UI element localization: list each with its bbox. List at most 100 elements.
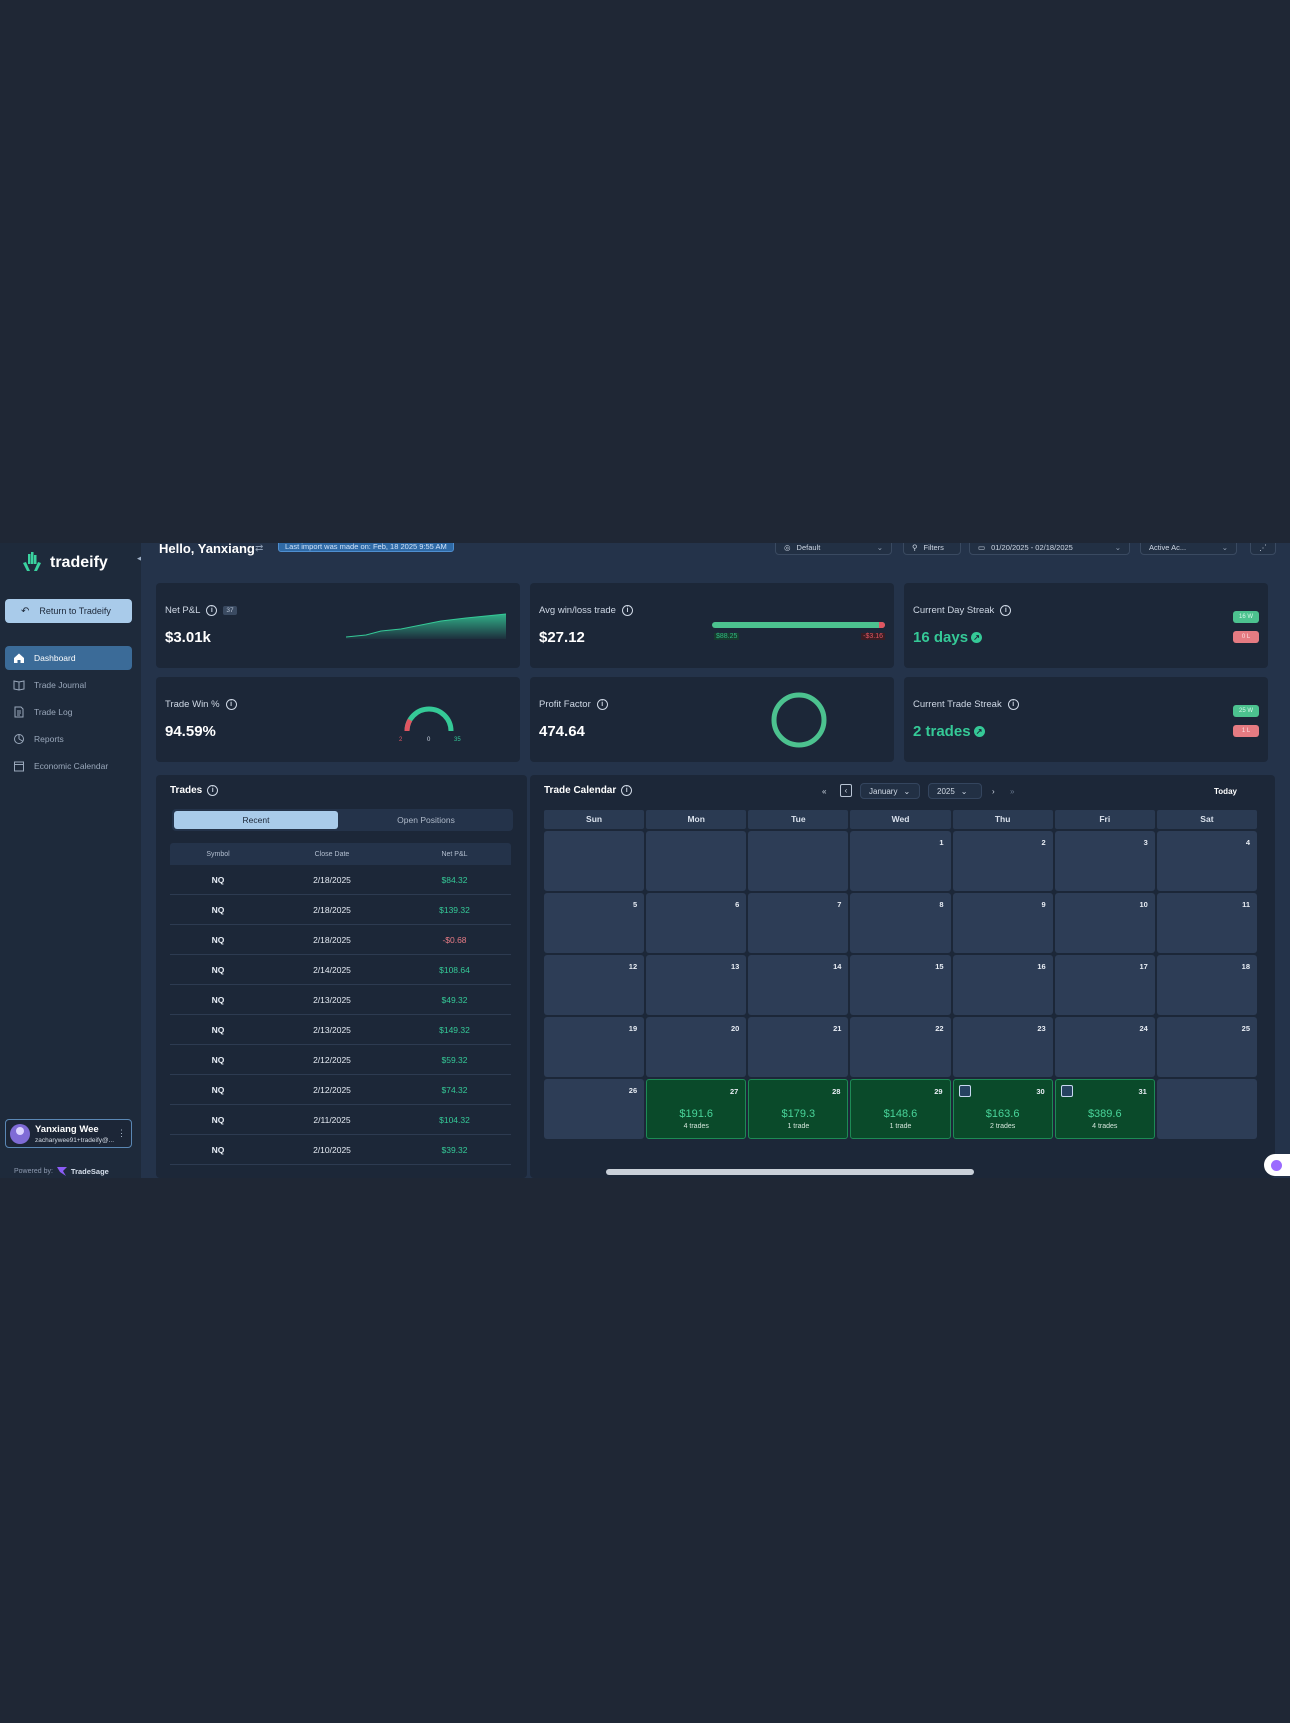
next-month-icon[interactable]: › [992,786,995,796]
calendar-day-5[interactable]: 5 [544,893,645,953]
user-profile-card[interactable]: Yanxiang Wee zacharywee91+tradeify@... ⋮ [5,1119,132,1148]
calendar-day-3[interactable]: 3 [1054,831,1155,891]
prev-year-icon[interactable]: « [822,786,827,796]
sidebar-item-label: Reports [34,734,64,744]
cell-close-date: 2/12/2025 [313,1054,351,1065]
table-row[interactable]: NQ 2/12/2025 $59.32 [170,1045,511,1075]
info-icon[interactable]: i [206,605,218,616]
calendar-day-9[interactable]: 9 [952,893,1053,953]
sidebar-item-economic-calendar[interactable]: Economic Calendar [5,754,132,778]
calendar-day-13[interactable]: 13 [646,955,747,1015]
log-icon [14,706,24,718]
info-icon[interactable]: i [596,699,608,710]
day-number: 17 [1139,962,1148,971]
calendar-day-27[interactable]: 27 $191.6 4 trades [646,1079,747,1139]
table-row[interactable]: NQ 2/12/2025 $74.32 [170,1075,511,1105]
cell-close-date: 2/18/2025 [313,904,351,915]
calendar-day-15[interactable]: 15 [850,955,951,1015]
info-icon[interactable]: i [225,699,237,710]
calendar-day-10[interactable]: 10 [1054,893,1155,953]
day-number: 24 [1139,1024,1148,1033]
table-row[interactable]: NQ 2/10/2025 $39.32 [170,1135,511,1165]
sidebar-item-dashboard[interactable]: Dashboard [5,646,132,670]
column-header-symbol[interactable]: Symbol [206,850,230,858]
info-icon[interactable]: i [1000,605,1012,616]
sidebar-item-label: Economic Calendar [34,761,109,771]
avg-win-loss-title: Avg win/loss trade [539,605,616,616]
info-icon[interactable]: i [1007,699,1019,710]
calendar-day-25[interactable]: 25 [1156,1017,1257,1077]
collapse-sidebar-icon[interactable]: ◂ [137,553,142,563]
share-button[interactable]: ⋰ [1250,543,1276,555]
calendar-day-19[interactable]: 19 [544,1017,645,1077]
chat-widget-button[interactable] [1264,1154,1290,1176]
calendar-day-23[interactable]: 23 [952,1017,1053,1077]
calendar-day-12[interactable]: 12 [544,955,645,1015]
sidebar-item-reports[interactable]: Reports [5,727,132,751]
calendar-day-2[interactable]: 2 [952,831,1053,891]
table-row[interactable]: NQ 2/14/2025 $108.64 [170,955,511,985]
table-row[interactable]: NQ 2/18/2025 $84.32 [170,865,511,895]
calendar-day-21[interactable]: 21 [748,1017,849,1077]
calendar-day-16[interactable]: 16 [952,955,1053,1015]
calendar-day-8[interactable]: 8 [850,893,951,953]
calendar-day-18[interactable]: 18 [1156,955,1257,1015]
calendar-day-26[interactable]: 26 [544,1079,645,1139]
calendar-day-14[interactable]: 14 [748,955,849,1015]
calendar-day-7[interactable]: 7 [748,893,849,953]
calendar-day-29[interactable]: 29 $148.6 1 trade [850,1079,951,1139]
more-options-icon[interactable]: ⋮ [117,1128,126,1138]
table-row[interactable]: NQ 2/18/2025 -$0.68 [170,925,511,955]
calendar-day-22[interactable]: 22 [850,1017,951,1077]
info-icon[interactable]: i [207,785,219,796]
calendar-day-20[interactable]: 20 [646,1017,747,1077]
month-select[interactable]: January ⌄ [860,783,920,799]
prev-month-icon[interactable]: ‹ [840,784,852,797]
calendar-day-28[interactable]: 28 $179.3 1 trade [748,1079,849,1139]
day-pnl: $191.6 [679,1108,714,1120]
tab-recent[interactable]: Recent [174,811,338,829]
horizontal-scrollbar[interactable] [606,1169,974,1175]
column-header-net-pnl[interactable]: Net P&L [441,850,468,858]
calendar-day-17[interactable]: 17 [1054,955,1155,1015]
tab-open-positions[interactable]: Open Positions [397,815,455,825]
refresh-icon[interactable]: ⇄ [255,543,264,554]
account-select[interactable]: Active Ac... ⌄ [1140,543,1237,555]
calendar-day-30[interactable]: 30 $163.6 2 trades [952,1079,1053,1139]
day-number: 28 [832,1087,841,1096]
gauge-breakeven: 0 [427,737,431,743]
sidebar-item-trade-journal[interactable]: Trade Journal [5,673,132,697]
calendar-day-31[interactable]: 31 $389.6 4 trades [1054,1079,1155,1139]
chevron-down-icon: ⌄ [1221,543,1228,552]
return-to-tradeify-button[interactable]: ↶ Return to Tradeify [5,599,132,623]
info-icon[interactable]: i [621,605,633,616]
filters-button[interactable]: ⚲ Filters [903,543,961,555]
info-icon[interactable]: i [621,785,633,796]
gauge-wins: 35 [454,737,461,743]
view-select[interactable]: ◎ Default ⌄ [775,543,892,555]
year-select[interactable]: 2025 ⌄ [928,783,982,799]
next-year-icon[interactable]: » [1010,786,1015,796]
brand-logo[interactable]: tradeify [20,551,108,575]
column-header-close-date[interactable]: Close Date [314,850,350,858]
day-number: 10 [1139,900,1148,909]
calendar-day-24[interactable]: 24 [1054,1017,1155,1077]
avg-win-loss-title-row: Avg win/loss trade i [539,605,633,616]
date-range-picker[interactable]: ▭ 01/20/2025 - 02/18/2025 ⌄ [969,543,1130,555]
journal-note-icon[interactable] [958,1085,971,1097]
calendar-day-4[interactable]: 4 [1156,831,1257,891]
weekday-label: Thu [952,810,1053,829]
calendar-day-1[interactable]: 1 [850,831,951,891]
table-row[interactable]: NQ 2/11/2025 $104.32 [170,1105,511,1135]
sidebar-item-label: Dashboard [34,653,76,663]
calendar-day-11[interactable]: 11 [1156,893,1257,953]
journal-note-icon[interactable] [1060,1085,1073,1097]
today-button[interactable]: Today [1214,786,1237,796]
table-row[interactable]: NQ 2/18/2025 $139.32 [170,895,511,925]
table-row[interactable]: NQ 2/13/2025 $149.32 [170,1015,511,1045]
table-row[interactable]: NQ 2/13/2025 $49.32 [170,985,511,1015]
sidebar-item-trade-log[interactable]: Trade Log [5,700,132,724]
calendar-day-6[interactable]: 6 [646,893,747,953]
trade-count-badge: 37 [223,606,237,615]
trade-streak-title: Current Trade Streak [913,699,1002,710]
